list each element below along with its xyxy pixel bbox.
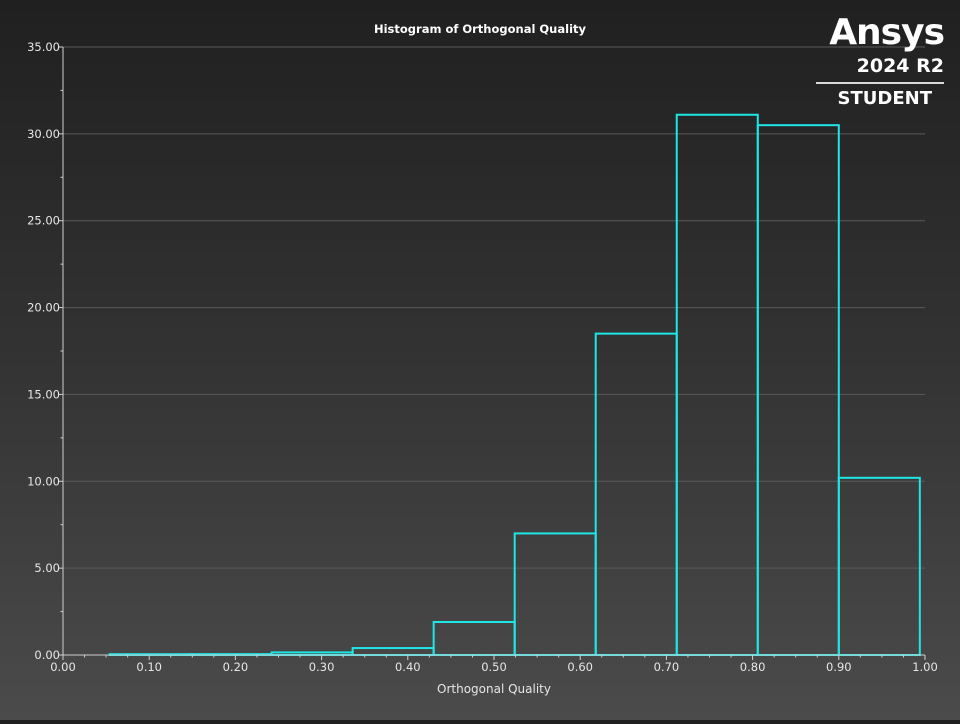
histogram-bar	[756, 124, 840, 656]
ansys-logo: Ansys 2024 R2 STUDENT	[816, 12, 945, 110]
histogram-bar	[513, 532, 597, 657]
histogram-bar	[675, 113, 759, 656]
y-tick-label: 15.00	[27, 387, 60, 401]
histogram-bars	[108, 113, 921, 657]
logo-version: 2024 R2	[856, 55, 944, 77]
logo-brand-name: Ansys	[829, 12, 945, 53]
x-tick-label: 0.50	[481, 660, 507, 674]
x-tick-label: 0.00	[50, 660, 76, 674]
x-tick-label: 0.20	[223, 660, 249, 674]
histogram-bar	[432, 620, 516, 656]
y-tick-label: 35.00	[27, 40, 60, 54]
y-tick-label: 30.00	[27, 127, 60, 141]
x-tick-label: 0.70	[654, 660, 680, 674]
x-tick-label: 1.00	[912, 660, 938, 674]
histogram-bar	[594, 332, 678, 656]
y-tick-label: 25.00	[27, 214, 60, 228]
logo-divider	[816, 82, 944, 84]
y-tick-label: 20.00	[27, 301, 60, 315]
logo-edition: STUDENT	[837, 88, 932, 109]
x-axis-label: Orthogonal Quality	[437, 682, 551, 696]
y-tick-labels: 0.00 5.00 10.00 15.00 20.00 25.00 30.00 35.00	[27, 40, 60, 662]
x-tick-label: 0.60	[567, 660, 593, 674]
axes	[58, 46, 926, 660]
x-tick-label: 0.40	[395, 660, 421, 674]
x-tick-label: 0.30	[309, 660, 335, 674]
x-tick-label: 0.90	[826, 660, 852, 674]
histogram-bar	[351, 647, 435, 657]
histogram-bar	[837, 476, 921, 656]
y-tick-label: 5.00	[34, 561, 60, 575]
y-tick-label: 10.00	[27, 474, 60, 488]
chart-title: Histogram of Orthogonal Quality	[374, 22, 587, 36]
x-tick-labels: 0.00 0.10 0.20 0.30 0.40 0.50 0.60 0.70 0.80 0.90…	[50, 660, 938, 674]
x-tick-label: 0.80	[740, 660, 766, 674]
grid-lines	[63, 46, 925, 569]
x-tick-label: 0.10	[136, 660, 162, 674]
y-tick-label: 0.00	[34, 648, 60, 662]
